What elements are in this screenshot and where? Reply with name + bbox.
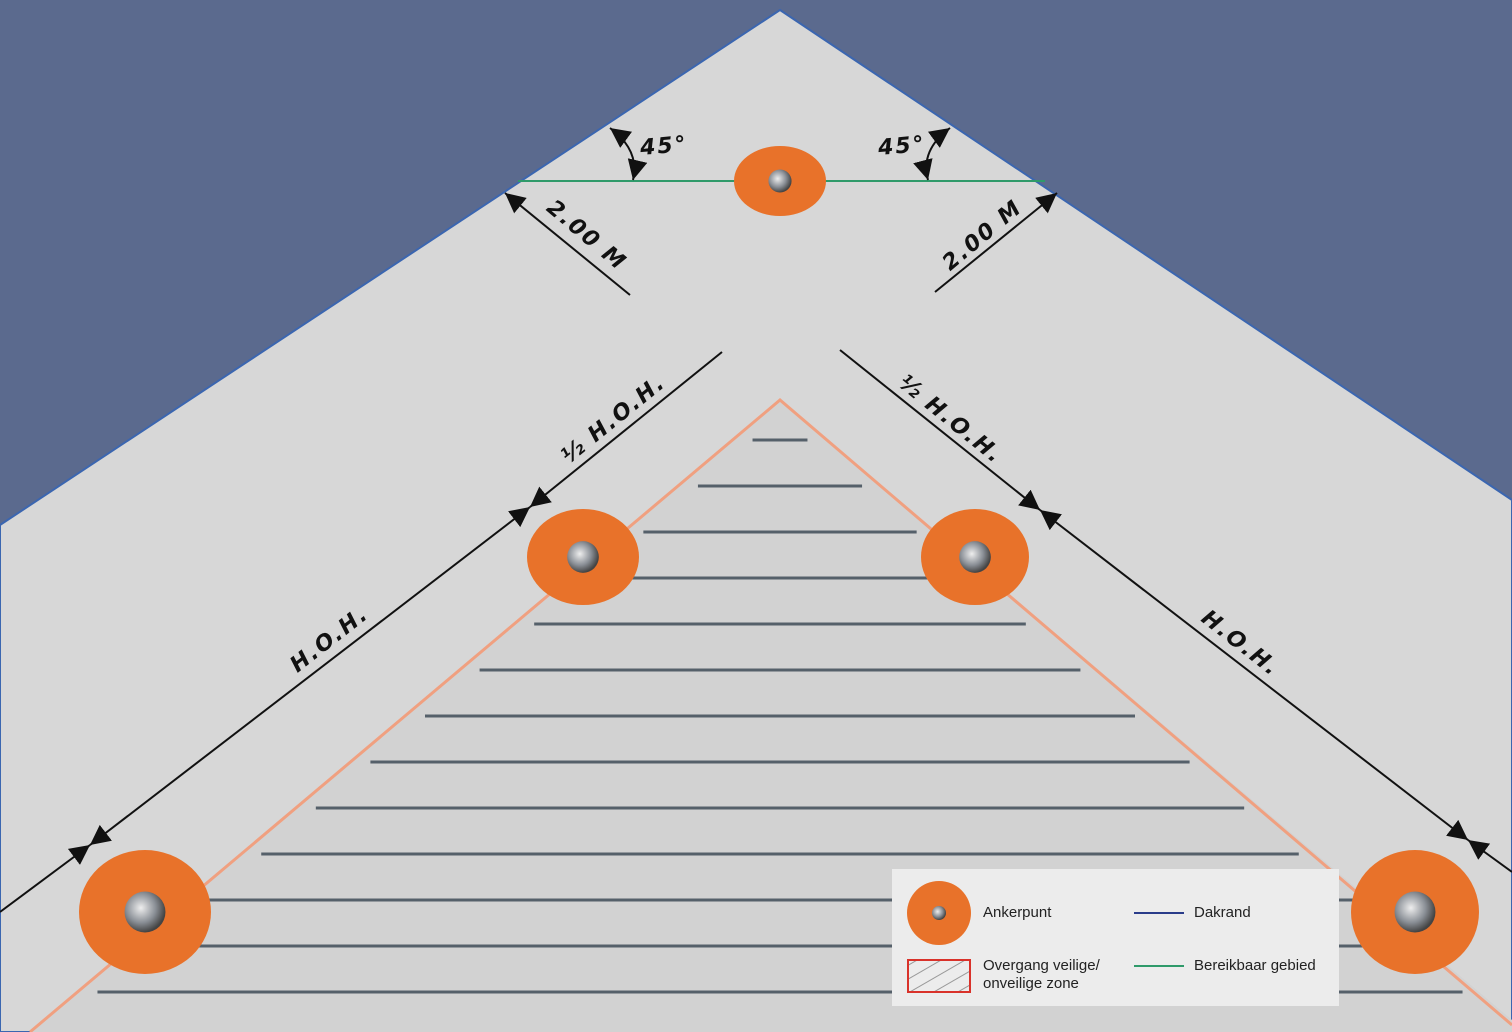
anchor-point xyxy=(921,509,1029,605)
anchor-point xyxy=(79,850,211,974)
legend: Ankerpunt Dakrand Overgang veilige/ onve… xyxy=(892,869,1339,1006)
anchor-point xyxy=(527,509,639,605)
dimension-lines xyxy=(0,127,1512,913)
legend-label: onveilige zone xyxy=(983,975,1079,992)
angle-label: 45° xyxy=(876,132,927,161)
angle-label: 45° xyxy=(638,132,689,161)
legend-label: Dakrand xyxy=(1194,904,1251,921)
anchor-point xyxy=(734,146,826,216)
anchors xyxy=(79,146,1479,974)
legend-label: Overgang veilige/ xyxy=(983,957,1101,974)
legend-label: Bereikbaar gebied xyxy=(1194,957,1316,974)
legend-label: Ankerpunt xyxy=(983,904,1052,921)
anchor-point xyxy=(1351,850,1479,974)
